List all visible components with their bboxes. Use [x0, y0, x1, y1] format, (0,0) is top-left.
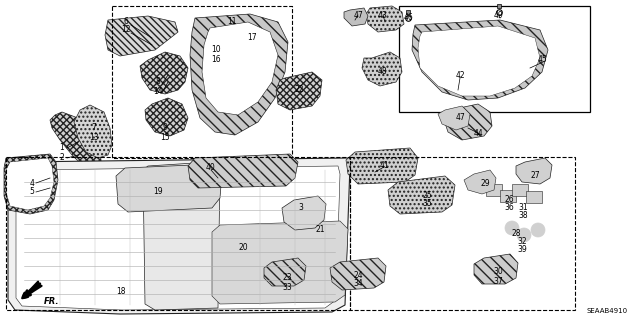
Text: 9: 9 — [163, 123, 168, 132]
Text: 10: 10 — [211, 46, 221, 55]
Polygon shape — [486, 184, 502, 196]
Text: 17: 17 — [247, 33, 257, 42]
Polygon shape — [464, 170, 496, 194]
Text: 39: 39 — [517, 246, 527, 255]
Text: 2: 2 — [60, 153, 65, 162]
Text: 42: 42 — [455, 71, 465, 80]
Polygon shape — [344, 8, 368, 26]
Polygon shape — [8, 158, 350, 314]
Circle shape — [531, 223, 545, 237]
Text: 5: 5 — [29, 188, 35, 197]
Text: 31: 31 — [518, 204, 528, 212]
Polygon shape — [412, 20, 548, 100]
Polygon shape — [188, 154, 298, 188]
Text: 16: 16 — [211, 55, 221, 63]
Polygon shape — [500, 190, 516, 202]
Polygon shape — [46, 165, 84, 192]
Text: 13: 13 — [89, 132, 99, 142]
Text: 34: 34 — [353, 279, 363, 288]
Polygon shape — [512, 184, 528, 196]
Polygon shape — [264, 258, 306, 286]
Polygon shape — [190, 14, 288, 135]
Polygon shape — [366, 6, 404, 32]
Text: 4: 4 — [29, 179, 35, 188]
Text: 22: 22 — [294, 85, 304, 94]
Text: FR.: FR. — [44, 298, 60, 307]
Text: 47: 47 — [353, 11, 363, 19]
Text: 47: 47 — [455, 114, 465, 122]
Text: 7: 7 — [92, 123, 97, 132]
Text: 41: 41 — [379, 160, 389, 169]
Polygon shape — [438, 106, 470, 130]
Text: 12: 12 — [121, 26, 131, 34]
Polygon shape — [388, 176, 455, 214]
Bar — [350, 157, 575, 310]
Text: 43: 43 — [377, 11, 387, 19]
Text: 6: 6 — [124, 18, 129, 26]
Text: 32: 32 — [517, 238, 527, 247]
Polygon shape — [16, 166, 340, 310]
Text: 1: 1 — [60, 144, 65, 152]
Text: 48: 48 — [377, 68, 387, 77]
Text: SEAAB4910: SEAAB4910 — [587, 308, 628, 314]
Text: 19: 19 — [153, 188, 163, 197]
Text: 3: 3 — [299, 203, 303, 211]
Bar — [112, 6, 292, 158]
Polygon shape — [116, 164, 222, 212]
Polygon shape — [145, 98, 188, 136]
Text: 25: 25 — [422, 190, 432, 199]
Bar — [6, 157, 350, 310]
Text: 15: 15 — [160, 132, 170, 142]
Text: 20: 20 — [238, 243, 248, 253]
Circle shape — [517, 228, 531, 242]
Polygon shape — [4, 154, 58, 214]
Polygon shape — [74, 105, 112, 158]
Polygon shape — [330, 258, 386, 290]
Polygon shape — [516, 158, 552, 184]
Text: 40: 40 — [206, 164, 216, 173]
Text: 27: 27 — [530, 170, 540, 180]
Bar — [399, 6, 590, 112]
Text: 11: 11 — [227, 18, 237, 26]
Polygon shape — [276, 72, 322, 110]
Polygon shape — [282, 196, 326, 230]
Text: 29: 29 — [480, 179, 490, 188]
Text: 33: 33 — [282, 283, 292, 292]
Text: 18: 18 — [116, 287, 125, 296]
Polygon shape — [50, 112, 102, 172]
Polygon shape — [6, 158, 54, 210]
Polygon shape — [105, 16, 178, 56]
Polygon shape — [140, 52, 188, 94]
Polygon shape — [526, 191, 542, 203]
Text: 36: 36 — [504, 204, 514, 212]
Polygon shape — [143, 162, 220, 310]
Text: 45: 45 — [538, 56, 548, 64]
Polygon shape — [474, 254, 518, 284]
Text: 46: 46 — [403, 13, 413, 23]
Text: 35: 35 — [422, 199, 432, 209]
Text: 49: 49 — [494, 11, 504, 19]
Polygon shape — [418, 26, 540, 96]
Text: 28: 28 — [511, 228, 521, 238]
Text: 23: 23 — [282, 273, 292, 283]
Text: 14: 14 — [153, 86, 163, 95]
Text: 37: 37 — [493, 277, 503, 286]
Polygon shape — [202, 22, 278, 115]
Text: 30: 30 — [493, 268, 503, 277]
Circle shape — [505, 221, 519, 235]
Text: 8: 8 — [156, 78, 161, 86]
Text: 24: 24 — [353, 271, 363, 279]
Text: 21: 21 — [316, 226, 324, 234]
Text: 26: 26 — [504, 196, 514, 204]
Polygon shape — [212, 221, 348, 304]
Polygon shape — [444, 104, 492, 140]
Text: 44: 44 — [474, 129, 484, 137]
Polygon shape — [346, 148, 418, 184]
Text: 38: 38 — [518, 211, 528, 220]
Polygon shape — [362, 52, 402, 86]
